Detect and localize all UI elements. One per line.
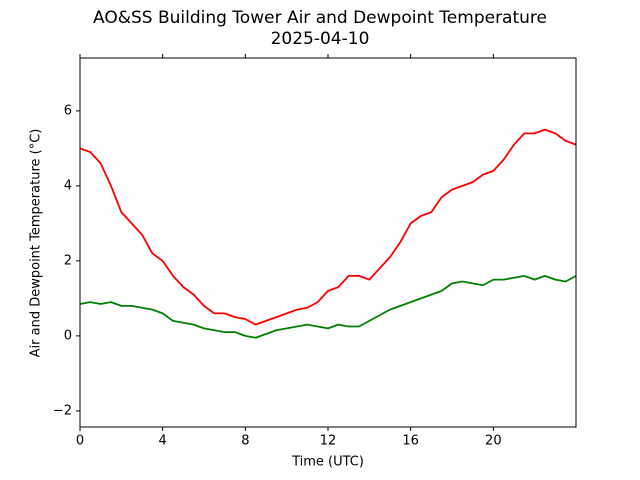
x-tick-label: 12 — [320, 434, 337, 449]
data-line — [79, 128, 577, 326]
x-tick-label: 8 — [241, 434, 249, 449]
x-tick-label: 0 — [76, 434, 84, 449]
y-axis-label: Air and Dewpoint Temperature (°C) — [29, 129, 44, 358]
chart-title: AO&SS Building Tower Air and Dewpoint Te… — [93, 8, 547, 28]
x-tick-label: 16 — [402, 434, 419, 449]
y-tick-label: 4 — [64, 178, 72, 193]
y-tick-label: 6 — [64, 103, 72, 118]
x-axis-label: Time (UTC) — [291, 455, 364, 470]
y-tick-label: 2 — [64, 253, 72, 268]
x-tick-label: 20 — [485, 434, 502, 449]
y-tick-label: −2 — [53, 403, 72, 418]
x-tick-label: 4 — [159, 434, 167, 449]
chart-subtitle: 2025-04-10 — [271, 29, 370, 49]
plot-frame — [79, 57, 577, 428]
data-line — [79, 274, 577, 339]
y-tick-label: 0 — [64, 328, 72, 343]
